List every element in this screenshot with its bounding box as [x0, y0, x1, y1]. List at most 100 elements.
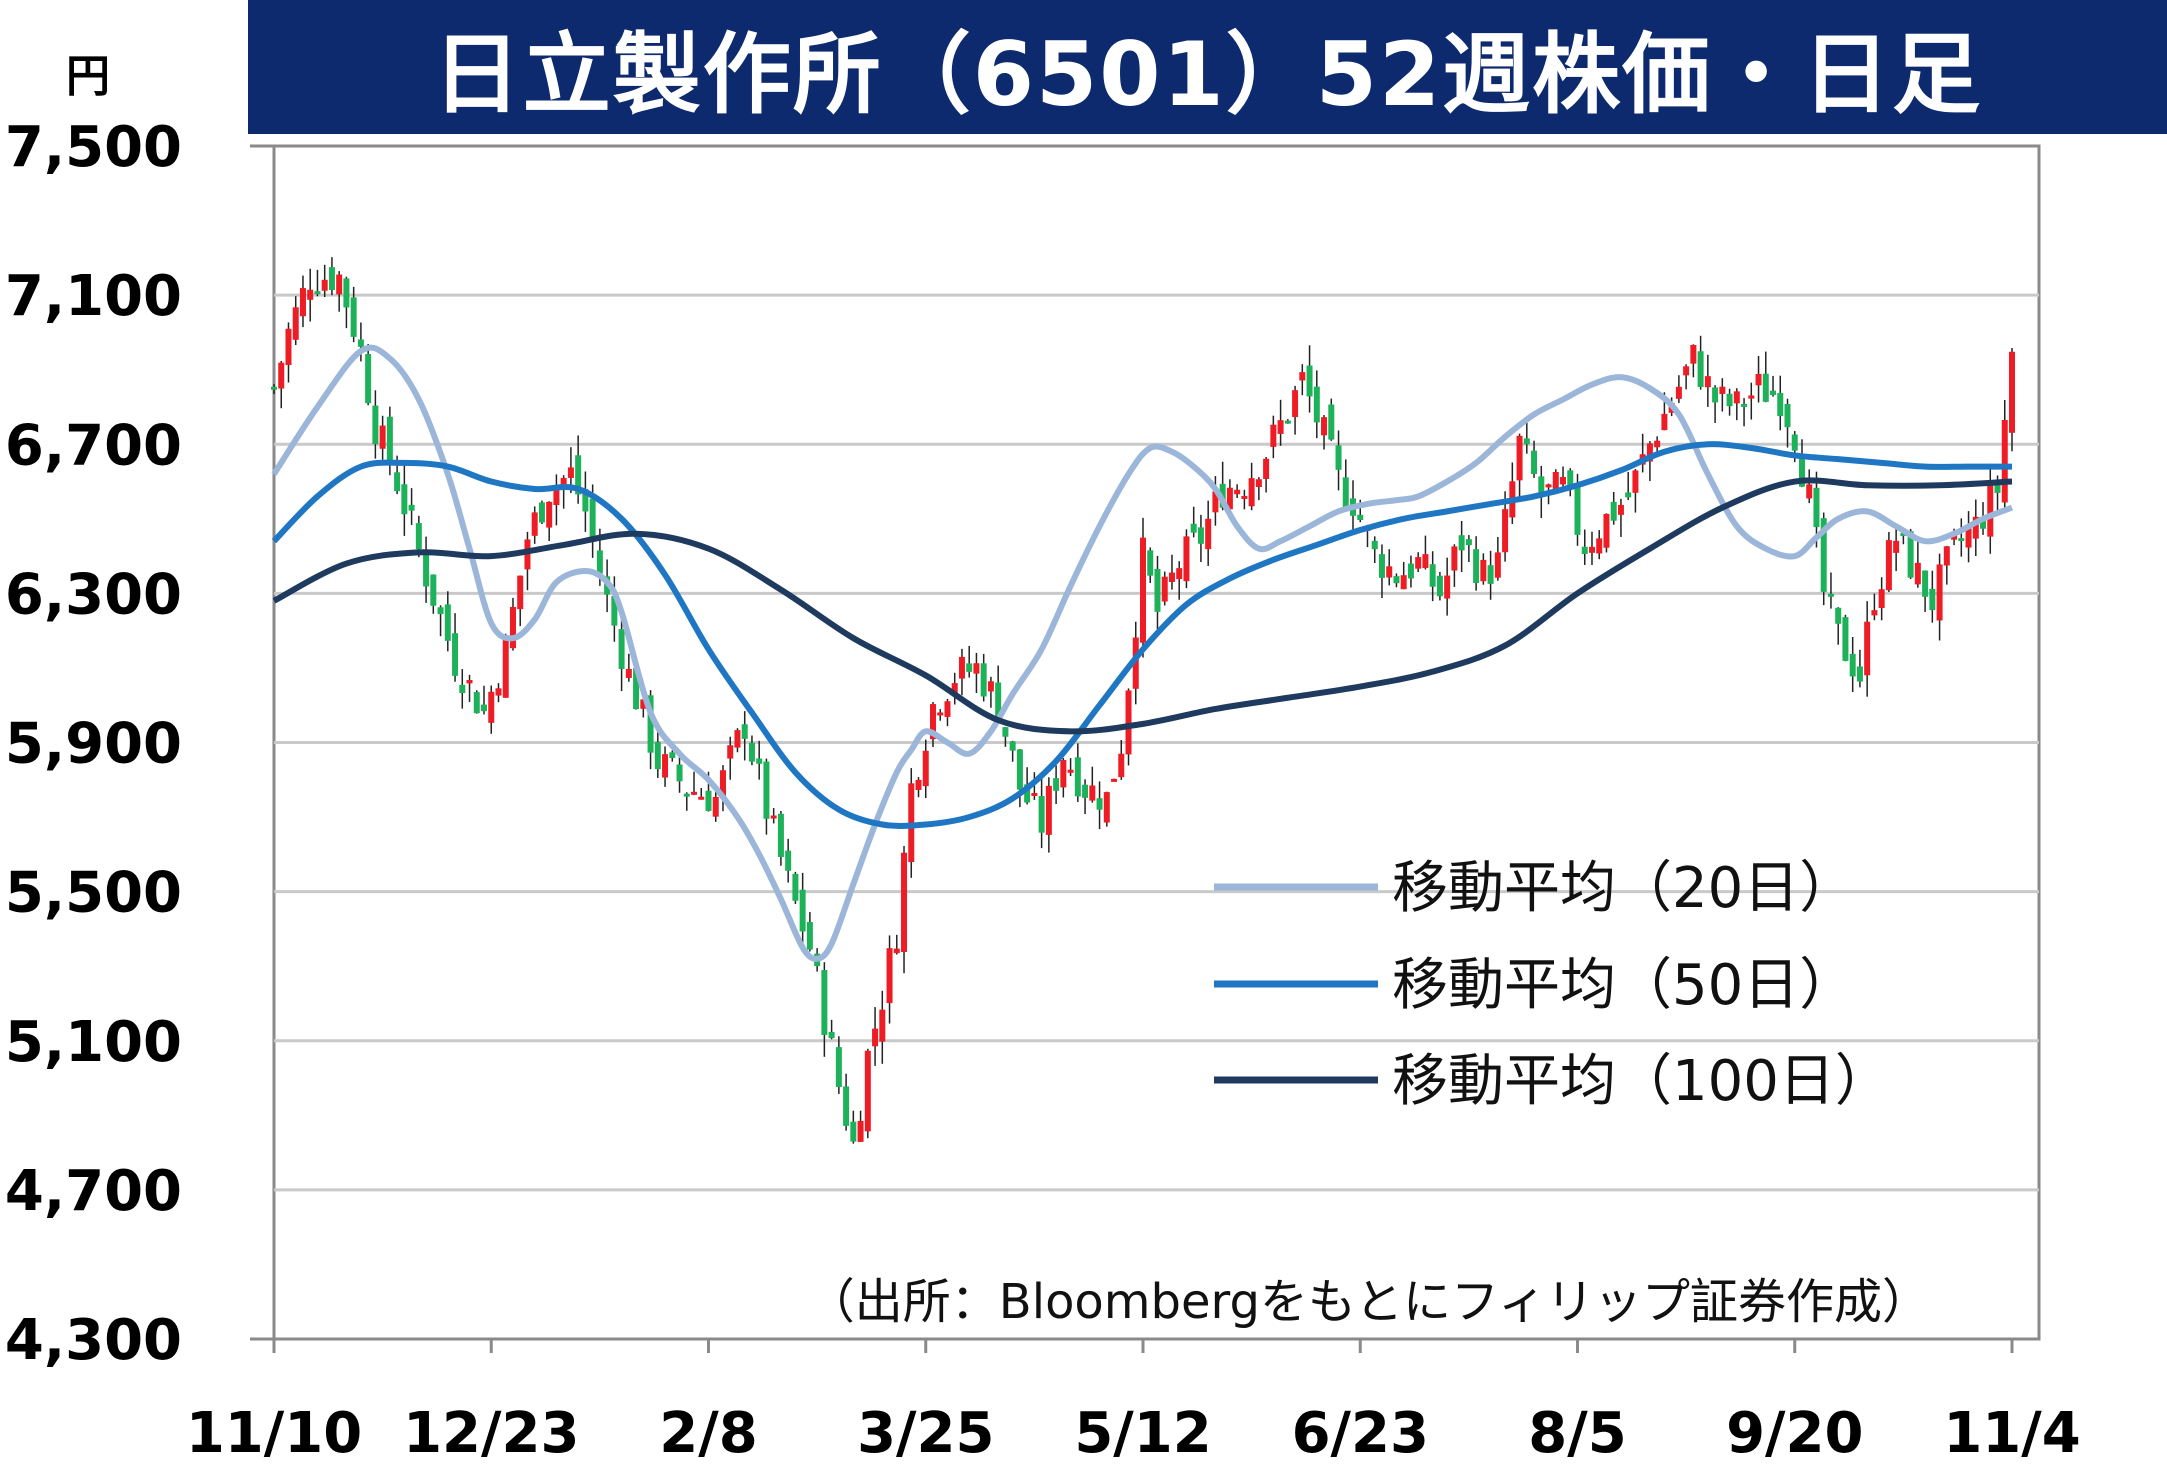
candle-body: [437, 607, 444, 615]
x-tick-label: 8/5: [1528, 1401, 1626, 1466]
candle-body: [1436, 575, 1443, 597]
candle-body: [987, 681, 994, 692]
candle-body: [1987, 484, 1994, 537]
candle-body: [1567, 470, 1574, 490]
candle-body: [915, 779, 922, 790]
candle-body: [1733, 391, 1740, 404]
candle-body: [669, 752, 676, 759]
candle-body: [314, 291, 321, 295]
candle-body: [1031, 792, 1038, 796]
candle-body: [1458, 535, 1465, 551]
candle-body: [1958, 538, 1965, 542]
candle-body: [531, 512, 538, 536]
candle-body: [1878, 589, 1885, 609]
candle-body: [560, 477, 567, 489]
candle-body: [1914, 562, 1921, 585]
candle-body: [1473, 549, 1480, 584]
candle-body: [901, 852, 908, 952]
candle-body: [1690, 344, 1697, 364]
candle-body: [799, 889, 806, 932]
candle-body: [821, 969, 828, 1035]
source-note: （出所：Bloombergをもとにフィリップ証券作成）: [807, 1274, 1930, 1330]
moving-average-layer: [271, 344, 2014, 962]
x-tick-label: 6/23: [1292, 1401, 1429, 1466]
y-tick-label: 6,300: [5, 562, 182, 627]
y-tick-label: 5,500: [5, 861, 182, 926]
x-tick-label: 9/20: [1726, 1401, 1863, 1466]
candle-body: [806, 921, 813, 950]
x-tick-label: 3/25: [857, 1401, 994, 1466]
candle-body: [1835, 607, 1842, 624]
candle-body: [307, 289, 314, 300]
candle-body: [1502, 509, 1509, 553]
candle-body: [582, 489, 589, 512]
candle-body: [553, 486, 560, 506]
candle-body: [1284, 420, 1291, 424]
candle-body: [365, 354, 372, 404]
candle-body: [1067, 769, 1074, 773]
candle-body: [1342, 477, 1349, 508]
candle-body: [1378, 554, 1385, 578]
x-tick-label: 5/12: [1074, 1401, 1211, 1466]
candle-body: [1610, 501, 1617, 521]
candle-body: [473, 692, 480, 714]
candle-body: [1226, 487, 1233, 510]
candle-body: [1096, 798, 1103, 810]
candle-body: [1038, 795, 1045, 833]
candle-body: [1574, 486, 1581, 535]
candle-body: [415, 523, 422, 550]
candle-body: [698, 796, 705, 800]
candle-body: [278, 362, 285, 389]
y-tick-label: 7,100: [5, 264, 182, 329]
chart-title: 日立製作所（6501）52週株価・日足: [248, 0, 2167, 134]
y-tick-label: 5,100: [5, 1010, 182, 1075]
candle-body: [1893, 540, 1900, 553]
candle-body: [430, 574, 437, 606]
legend: 移動平均（20日） 移動平均（50日） 移動平均（100日）: [1214, 856, 1891, 1114]
candle-body: [1755, 373, 1762, 386]
moving-average-line: [272, 477, 2013, 735]
candle-body: [1632, 470, 1639, 493]
candle-body: [937, 712, 944, 716]
moving-average-line: [271, 441, 2012, 829]
legend-label: 移動平均（20日）: [1392, 856, 1855, 921]
candle-body: [1197, 527, 1204, 544]
candle-body: [1712, 387, 1719, 403]
candle-body: [1516, 435, 1523, 481]
candle-body: [1183, 536, 1190, 582]
candle-body: [1675, 386, 1682, 399]
candle-body: [394, 472, 401, 492]
candle-body: [1900, 532, 1907, 536]
candle-body: [1103, 792, 1110, 823]
candle-body: [1494, 552, 1501, 578]
candle-body: [1588, 546, 1595, 553]
candle-body: [292, 307, 299, 340]
candle-body: [1806, 484, 1813, 499]
candle-body: [1719, 386, 1726, 394]
candle-body: [2001, 419, 2008, 503]
candle-body: [1422, 554, 1429, 568]
x-tick-label: 11/10: [186, 1401, 362, 1466]
candle-body: [481, 704, 488, 712]
candle-body: [1190, 523, 1197, 533]
candle-body: [1444, 575, 1451, 599]
candle-body: [929, 704, 936, 740]
candle-body: [1002, 727, 1009, 737]
candle-body: [835, 1047, 842, 1088]
candle-body: [662, 754, 669, 778]
candle-body: [1140, 537, 1146, 643]
candle-body: [1089, 785, 1096, 801]
candle-body: [1936, 564, 1943, 621]
candle-body: [1784, 403, 1791, 428]
candle-body: [1770, 390, 1777, 395]
candle-body: [271, 386, 277, 390]
candle-body: [1552, 472, 1559, 493]
candle-body: [466, 680, 473, 684]
y-tick-label: 5,900: [5, 712, 182, 777]
candle-body: [423, 551, 430, 587]
candle-body: [357, 339, 364, 347]
candle-layer: [271, 257, 2015, 1144]
candle-body: [1328, 404, 1335, 440]
candle-body: [488, 691, 495, 723]
candle-body: [1864, 621, 1871, 676]
